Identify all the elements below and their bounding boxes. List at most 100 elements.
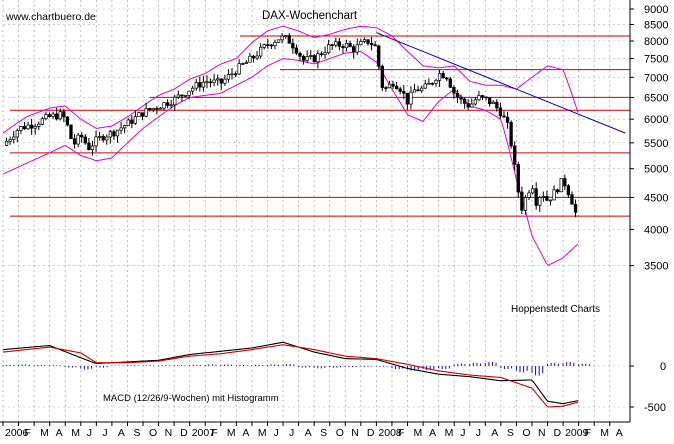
month-tick-label: M: [227, 427, 236, 439]
candle-body: [545, 196, 549, 201]
candle-body: [409, 91, 413, 105]
axis-layer: 3500 4000 4500 5000 5500 6000 6500 7000 7500 8000…: [0, 0, 668, 439]
candle-body: [280, 35, 284, 41]
candle-body: [76, 134, 80, 145]
month-tick-label: M: [258, 427, 267, 439]
price-tick-label: 9000: [644, 4, 668, 16]
candle-body: [133, 116, 138, 124]
candle-body: [294, 47, 299, 54]
candle-body: [80, 134, 84, 138]
month-tick-label: S: [320, 427, 327, 439]
candle-body: [269, 44, 274, 47]
candle-body: [445, 77, 449, 80]
candle-body: [541, 196, 545, 198]
candle-body: [570, 194, 574, 205]
candle-body: [398, 88, 402, 92]
candle-body: [137, 112, 141, 117]
month-tick-label: M: [71, 427, 80, 439]
month-tick-label: D: [367, 427, 375, 439]
candle-body: [4, 141, 9, 146]
candle-body: [452, 86, 456, 94]
candle-body: [191, 87, 195, 92]
candle-body: [115, 129, 120, 137]
month-tick-label: F: [585, 427, 591, 439]
candles-layer: [4, 32, 578, 218]
candle-body: [387, 83, 392, 89]
month-tick-label: J: [289, 427, 294, 439]
candle-body: [548, 199, 553, 202]
candle-body: [566, 185, 571, 196]
candle-body: [509, 121, 513, 147]
month-tick-label: 2007: [192, 427, 216, 439]
month-tick-label: M: [445, 427, 454, 439]
month-tick-label: 2009: [565, 427, 589, 439]
candle-body: [287, 35, 291, 44]
price-tick-label: 3500: [644, 261, 668, 273]
month-tick-label: M: [600, 427, 609, 439]
bollinger-lower-band: [2, 50, 579, 266]
candle-body: [33, 126, 37, 129]
candle-body: [341, 46, 345, 49]
price-tick-label: 8500: [644, 20, 668, 32]
candle-body: [556, 189, 560, 193]
candle-body: [391, 83, 395, 87]
candle-body: [72, 138, 77, 145]
price-tick-label: 8000: [644, 36, 668, 48]
candle-body: [37, 123, 41, 127]
candle-body: [148, 108, 152, 111]
price-tick-label: 6000: [644, 114, 668, 126]
candle-body: [155, 107, 159, 110]
candle-body: [180, 94, 184, 97]
candle-body: [276, 39, 281, 43]
candle-body: [427, 82, 431, 85]
month-tick-label: F: [211, 427, 217, 439]
month-tick-label: O: [522, 427, 530, 439]
candle-body: [305, 56, 309, 61]
month-tick-label: 2006: [5, 427, 29, 439]
candle-body: [108, 131, 113, 138]
candle-body: [273, 42, 277, 47]
month-tick-label: D: [180, 427, 188, 439]
candle-body: [105, 136, 109, 141]
candle-body: [480, 95, 485, 98]
candle-body: [226, 74, 231, 80]
candle-body: [301, 55, 306, 61]
candle-body: [165, 102, 170, 106]
month-tick-label: N: [351, 427, 359, 439]
candle-body: [377, 45, 381, 67]
candle-body: [362, 39, 367, 42]
candle-body: [348, 42, 352, 48]
candle-body: [201, 81, 206, 88]
candle-body: [316, 53, 320, 63]
candle-body: [455, 92, 460, 98]
candle-body: [55, 113, 59, 120]
candle-body: [309, 55, 313, 57]
candle-body: [8, 139, 12, 142]
month-tick-label: M: [414, 427, 423, 439]
month-tick-label: O: [149, 427, 157, 439]
candle-body: [233, 73, 238, 76]
candle-body: [448, 78, 452, 88]
candle-body: [26, 124, 30, 130]
month-tick-label: F: [25, 427, 31, 439]
candle-body: [530, 188, 535, 194]
candle-body: [520, 191, 524, 211]
watermark: www.chartbuero.de: [5, 11, 96, 23]
candle-body: [47, 114, 52, 117]
month-tick-label: N: [538, 427, 546, 439]
month-tick-label: A: [491, 427, 498, 439]
candle-body: [258, 46, 263, 57]
candle-body: [40, 118, 45, 125]
macd-label: MACD (12/26/9-Wochen) mit Histogramm: [103, 393, 279, 404]
candle-body: [101, 135, 105, 141]
candle-body: [491, 101, 495, 105]
candle-body: [169, 104, 173, 107]
candle-body: [87, 142, 91, 151]
candle-body: [51, 113, 55, 117]
candle-body: [394, 85, 399, 90]
candle-body: [334, 41, 338, 46]
candle-body: [552, 189, 556, 201]
month-tick-label: O: [336, 427, 344, 439]
